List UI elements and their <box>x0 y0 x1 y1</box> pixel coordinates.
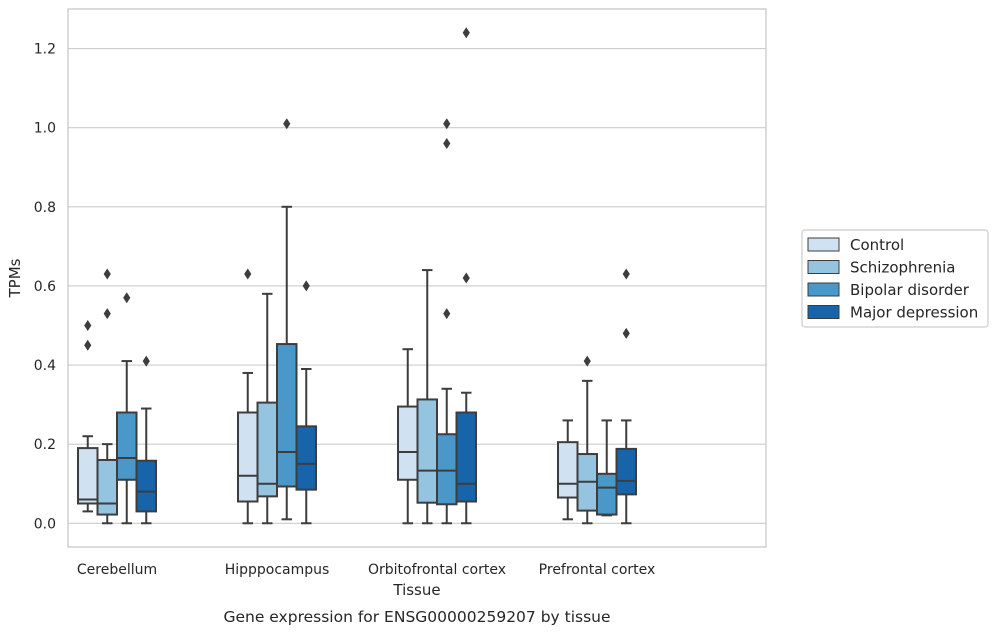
box-2-0 <box>397 348 419 525</box>
legend-swatch <box>807 260 840 274</box>
y-tick-label: 0.8 <box>34 200 56 216</box>
outlier-point <box>103 268 111 280</box>
legend-swatch <box>807 305 840 319</box>
box-iqr <box>256 401 278 498</box>
figure-caption: Gene expression for ENSG00000259207 by t… <box>223 608 610 626</box>
x-axis-ticks: Cerebellum Hipppocampus Orbitofrontal cort… <box>77 562 655 578</box>
box-iqr <box>436 433 458 506</box>
y-tick-label: 1.0 <box>34 121 56 137</box>
x-tick-label: Prefrontal cortex <box>539 562 656 578</box>
box-0-0 <box>77 319 99 513</box>
y-tick-label: 1.2 <box>34 42 56 58</box>
box-iqr <box>96 458 118 516</box>
box-iqr <box>397 405 419 481</box>
y-tick-label: 0.2 <box>34 437 56 453</box>
box-2-2 <box>436 118 458 525</box>
legend-swatch <box>807 282 840 297</box>
outlier-point <box>84 319 92 331</box>
outlier-point <box>583 355 591 367</box>
box-iqr <box>276 343 298 488</box>
outlier-point <box>302 280 310 292</box>
x-tick-label: Cerebellum <box>77 562 157 578</box>
y-axis-label: TPMs <box>6 258 24 298</box>
x-axis-label: Tissue <box>392 581 440 599</box>
box-1-1 <box>256 292 278 525</box>
legend-label: Control <box>850 236 904 254</box>
box-iqr <box>116 411 138 481</box>
box-3-3 <box>615 268 637 525</box>
legend-label: Bipolar disorder <box>850 281 970 299</box>
legend-frame <box>801 229 989 328</box>
outlier-point <box>103 308 111 320</box>
plot-frame <box>67 8 767 548</box>
box-plot-series <box>77 27 637 525</box>
box-0-3 <box>135 355 157 525</box>
outlier-point <box>462 27 470 39</box>
y-axis-ticks: 0.0 0.2 0.4 0.6 0.8 1.0 1.2 <box>34 42 56 533</box>
legend-label: Schizophrenia <box>850 259 955 277</box>
y-tick-label: 0.0 <box>34 516 56 532</box>
box-iqr <box>77 447 99 505</box>
outlier-point <box>142 355 150 367</box>
outlier-point <box>123 292 131 304</box>
outlier-point <box>462 272 470 284</box>
outlier-point <box>283 118 291 130</box>
box-1-2 <box>276 118 298 521</box>
box-iqr <box>416 398 438 504</box>
outlier-point <box>622 327 630 339</box>
box-2-1 <box>416 269 438 525</box>
box-2-3 <box>455 27 477 525</box>
box-1-0 <box>237 268 259 525</box>
box-iqr <box>135 459 157 513</box>
box-iqr <box>237 411 259 503</box>
x-tick-label: Orbitofrontal cortex <box>368 562 506 578</box>
box-iqr <box>615 447 637 496</box>
outlier-point <box>443 118 451 130</box>
box-3-2 <box>596 419 618 517</box>
box-0-2 <box>116 292 138 525</box>
box-iqr <box>596 472 618 516</box>
x-tick-label: Hipppocampus <box>225 562 330 578</box>
box-iqr <box>557 441 579 499</box>
box-1-3 <box>295 280 317 525</box>
box-0-1 <box>96 268 118 525</box>
legend: Control Schizophrenia Bipolar disorder Majo… <box>801 229 989 328</box>
box-iqr <box>295 425 317 491</box>
outlier-point <box>84 339 92 351</box>
outlier-point <box>622 268 630 280</box>
grid-lines <box>68 48 766 524</box>
legend-swatch <box>807 237 840 252</box>
y-tick-label: 0.6 <box>34 279 56 295</box>
legend-label: Major depression <box>850 304 978 322</box>
outlier-point <box>244 268 252 280</box>
box-3-0 <box>557 419 579 521</box>
outlier-point <box>443 138 451 149</box>
box-iqr <box>455 411 477 503</box>
outlier-point <box>443 308 451 320</box>
y-tick-label: 0.4 <box>34 358 56 374</box>
box-3-1 <box>576 355 598 525</box>
